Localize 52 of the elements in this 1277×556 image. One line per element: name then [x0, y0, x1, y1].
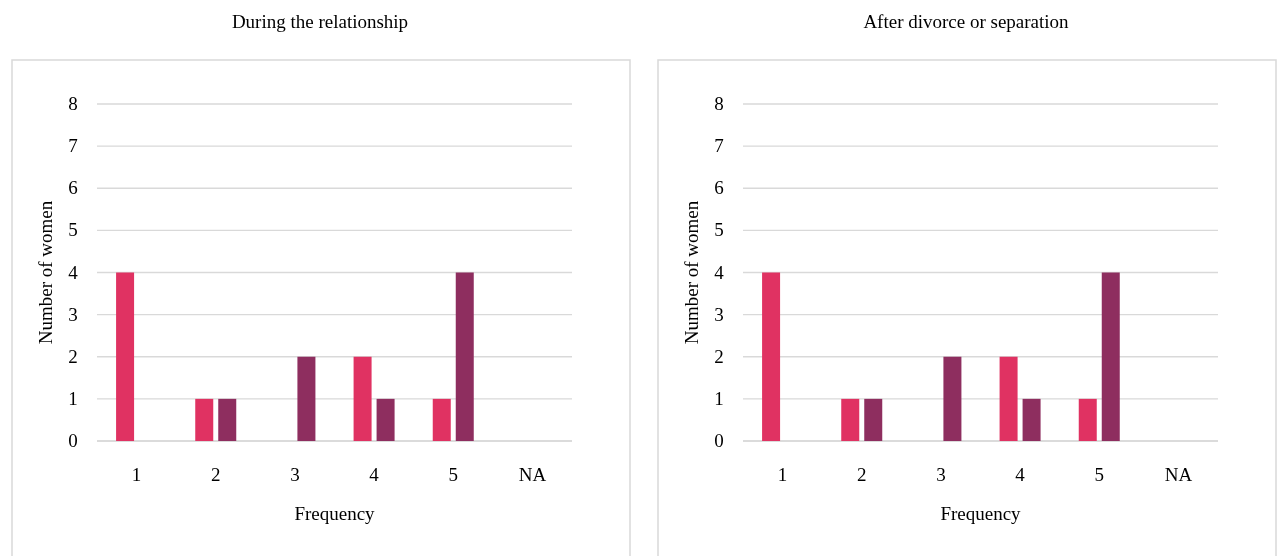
bar [1022, 398, 1041, 441]
bar [762, 272, 781, 441]
y-tick-label: 1 [68, 387, 78, 409]
bar [353, 356, 372, 441]
bar [297, 356, 316, 441]
y-tick-label: 7 [68, 135, 78, 157]
x-tick-label: 1 [777, 464, 788, 485]
y-tick-label: 4 [714, 261, 725, 283]
y-tick-label: 8 [68, 93, 78, 114]
bar [999, 356, 1018, 441]
x-tick-label: 1 [131, 464, 142, 485]
y-tick-label: 8 [714, 93, 724, 114]
x-tick-label: NA [1164, 464, 1193, 485]
x-tick-label: 4 [1015, 464, 1026, 485]
y-tick-label: 7 [714, 135, 724, 157]
y-tick-label: 6 [68, 177, 78, 199]
x-tick-label: 3 [936, 464, 946, 485]
x-tick-label: 5 [1094, 464, 1104, 485]
y-tick-label: 4 [68, 261, 79, 283]
chart-title: After divorce or separation [863, 11, 1070, 32]
bar [195, 398, 214, 441]
x-tick-label: 5 [448, 464, 458, 485]
y-tick-label: 0 [714, 430, 724, 451]
x-tick-label: 4 [369, 464, 380, 485]
bar [864, 398, 883, 441]
x-tick-label: 2 [857, 464, 867, 485]
bar [1078, 398, 1097, 441]
x-axis-title: Frequency [294, 503, 376, 524]
bar [943, 356, 962, 441]
y-tick-label: 5 [714, 219, 724, 241]
x-tick-label: NA [518, 464, 547, 485]
chart-title: During the relationship [231, 11, 409, 32]
bar [841, 398, 860, 441]
y-tick-label: 6 [714, 177, 724, 199]
y-tick-label: 2 [68, 345, 78, 367]
x-tick-label: 2 [211, 464, 221, 485]
bar [455, 272, 474, 441]
y-tick-label: 0 [68, 430, 78, 451]
x-axis-title: Frequency [940, 503, 1022, 524]
bar [376, 398, 395, 441]
y-axis-title: Number of women [681, 200, 702, 345]
bar [1101, 272, 1120, 441]
y-tick-label: 3 [68, 303, 78, 325]
y-tick-label: 5 [68, 219, 78, 241]
y-tick-label: 1 [714, 387, 724, 409]
bar [218, 398, 237, 441]
bar [116, 272, 135, 441]
x-tick-label: 3 [290, 464, 300, 485]
bar [432, 398, 451, 441]
y-tick-label: 3 [714, 303, 724, 325]
y-axis-title: Number of women [35, 200, 56, 345]
y-tick-label: 2 [714, 345, 724, 367]
